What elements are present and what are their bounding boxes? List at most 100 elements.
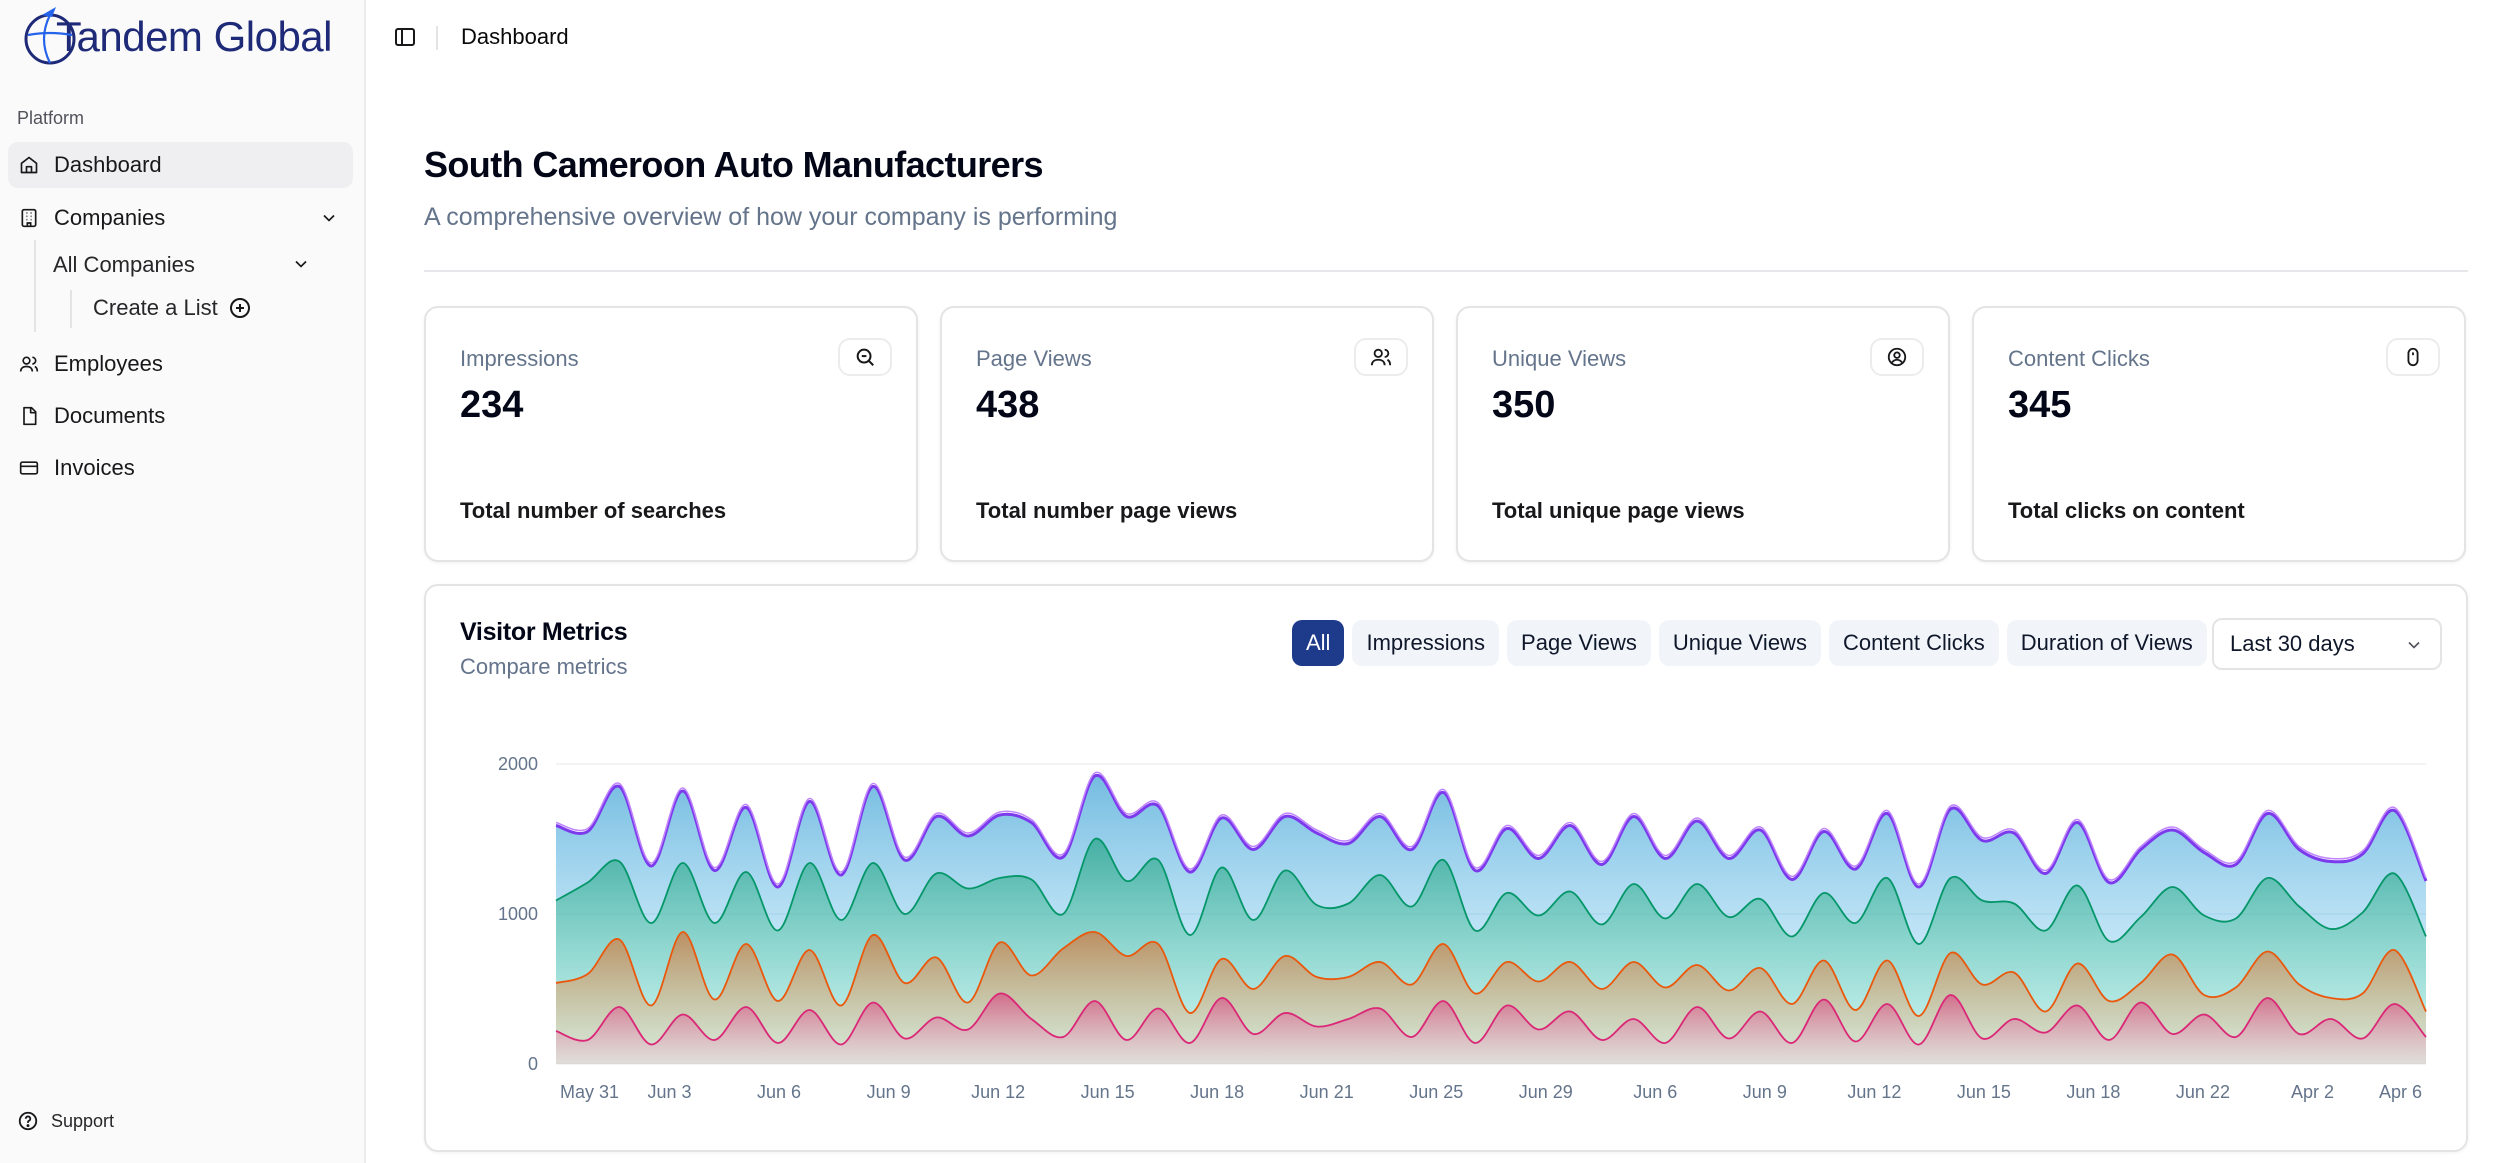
visitor-metrics-chart: 0 1000 2000 May 31 Jun 3 Jun 6 Jun 9 Jun 12 Jun … (498, 754, 2428, 1102)
metric-filter-group: All Impressions Page Views Unique Views … (1292, 620, 2207, 666)
sidebar-item-companies[interactable]: Companies (8, 195, 353, 241)
filter-duration-of-views[interactable]: Duration of Views (2006, 620, 2207, 666)
sidebar-subitem-create-list[interactable]: Create a List (93, 295, 252, 321)
sidebar-item-invoices[interactable]: Invoices (8, 445, 353, 491)
stat-label: Impressions (460, 346, 579, 371)
line-series-highlight (555, 771, 2427, 885)
x-tick-label: Apr 6 (2379, 1082, 2422, 1102)
building-icon (18, 207, 40, 229)
date-range-select[interactable]: Last 30 days (2212, 618, 2442, 670)
tree-rail (70, 290, 72, 328)
top-bar: Dashboard (368, 0, 2500, 76)
stat-card-content-clicks: Content Clicks 345 Total clicks on conte… (1972, 306, 2466, 562)
x-tick-label: Jun 3 (648, 1082, 692, 1102)
x-tick-label: Jun 15 (1957, 1082, 2011, 1102)
home-icon (18, 154, 40, 176)
stat-label: Unique Views (1492, 346, 1627, 371)
x-tick-label: Apr 2 (2291, 1082, 2334, 1102)
x-tick-label: Jun 21 (1300, 1082, 1354, 1102)
x-tick-label: Jun 18 (1190, 1082, 1244, 1102)
sidebar-item-dashboard[interactable]: Dashboard (8, 142, 353, 188)
sidebar-item-documents[interactable]: Documents (8, 393, 353, 439)
divider (424, 270, 2468, 272)
line-series-0 (555, 992, 2427, 1046)
stat-card-page-views: Page Views 438 Total number page views (940, 306, 1434, 562)
y-tick-label: 0 (528, 1054, 538, 1074)
credit-card-icon (18, 457, 40, 479)
divider (436, 26, 438, 50)
sidebar-item-label: Companies (54, 205, 166, 230)
user-circle-icon (1870, 338, 1924, 376)
x-tick-label: Jun 15 (1081, 1082, 1135, 1102)
filter-impressions[interactable]: Impressions (1352, 620, 1500, 666)
sidebar-item-label: Dashboard (54, 152, 162, 177)
stat-value: 234 (460, 384, 524, 426)
stat-description: Total number of searches (460, 498, 727, 523)
x-tick-label: Jun 25 (1409, 1082, 1463, 1102)
x-tick-label: May 31 (560, 1082, 619, 1102)
stat-value: 350 (1492, 384, 1556, 426)
stat-value: 438 (976, 384, 1040, 426)
sidebar-subitem-label: All Companies (53, 252, 195, 277)
filter-content-clicks[interactable]: Content Clicks (1828, 620, 1999, 666)
stat-description: Total clicks on content (2008, 498, 2245, 523)
chart-subtitle: Compare metrics (460, 654, 628, 679)
chart-title: Visitor Metrics (460, 618, 628, 646)
line-series-2 (555, 837, 2427, 945)
globe-icon (22, 5, 78, 69)
stat-label: Page Views (976, 346, 1092, 371)
filter-unique-views[interactable]: Unique Views (1658, 620, 1821, 666)
visitor-metrics-card: Visitor Metrics Compare metrics All Impr… (424, 584, 2468, 1152)
stat-description: Total unique page views (1492, 498, 1745, 523)
x-tick-label: Jun 9 (1743, 1082, 1787, 1102)
tree-rail (34, 240, 36, 332)
chevron-down-icon[interactable] (319, 208, 339, 234)
filter-page-views[interactable]: Page Views (1507, 620, 1651, 666)
stat-card-unique-views: Unique Views 350 Total unique page views (1456, 306, 1950, 562)
sidebar-item-employees[interactable]: Employees (8, 341, 353, 387)
users-icon (1354, 338, 1408, 376)
stat-description: Total number page views (976, 498, 1238, 523)
x-tick-label: Jun 6 (757, 1082, 801, 1102)
stat-label: Content Clicks (2008, 346, 2150, 371)
stat-card-impressions: Impressions 234 Total number of searches (424, 306, 918, 562)
help-circle-icon (17, 1110, 39, 1132)
date-range-value: Last 30 days (2230, 631, 2355, 656)
sidebar-toggle-icon[interactable] (392, 24, 418, 50)
stat-value: 345 (2008, 384, 2072, 426)
y-tick-label: 1000 (498, 904, 538, 924)
nav-group-label: Platform (17, 108, 85, 128)
plus-circle-icon[interactable] (228, 296, 252, 320)
x-tick-label: Jun 9 (867, 1082, 911, 1102)
sidebar-item-label: Documents (54, 403, 166, 428)
x-tick-label: Jun 12 (1847, 1082, 1901, 1102)
sidebar-item-label: Employees (54, 351, 163, 376)
x-tick-label: Jun 18 (2066, 1082, 2120, 1102)
support-link[interactable]: Support (17, 1110, 114, 1132)
y-tick-label: 2000 (498, 754, 538, 774)
chevron-down-icon[interactable] (291, 254, 311, 280)
sidebar-item-label: Invoices (54, 455, 135, 480)
line-series-3 (555, 773, 2428, 889)
x-tick-label: Jun 6 (1633, 1082, 1677, 1102)
x-tick-label: Jun 29 (1519, 1082, 1573, 1102)
filter-all[interactable]: All (1292, 620, 1345, 666)
x-tick-label: Jun 22 (2176, 1082, 2230, 1102)
chevron-down-icon (2404, 635, 2424, 661)
search-icon (838, 338, 892, 376)
area-series-0 (556, 993, 2426, 1064)
document-icon (18, 405, 40, 427)
users-icon (18, 353, 40, 375)
mouse-icon (2386, 338, 2440, 376)
page-title: South Cameroon Auto Manufacturers (424, 144, 1044, 185)
x-tick-label: Jun 12 (971, 1082, 1025, 1102)
support-label: Support (51, 1110, 115, 1131)
page-subtitle: A comprehensive overview of how your com… (424, 203, 1118, 231)
sidebar-subitem-all-companies[interactable]: All Companies (53, 252, 311, 278)
brand-logo[interactable]: Tandem Global (22, 4, 333, 70)
sidebar: Tandem Global Platform Dashboard Compani… (0, 0, 366, 1163)
sidebar-subitem-label: Create a List (93, 295, 218, 320)
brand-name: Tandem Global (56, 13, 333, 60)
line-series-1 (555, 931, 2427, 1017)
breadcrumb[interactable]: Dashboard (461, 24, 569, 49)
